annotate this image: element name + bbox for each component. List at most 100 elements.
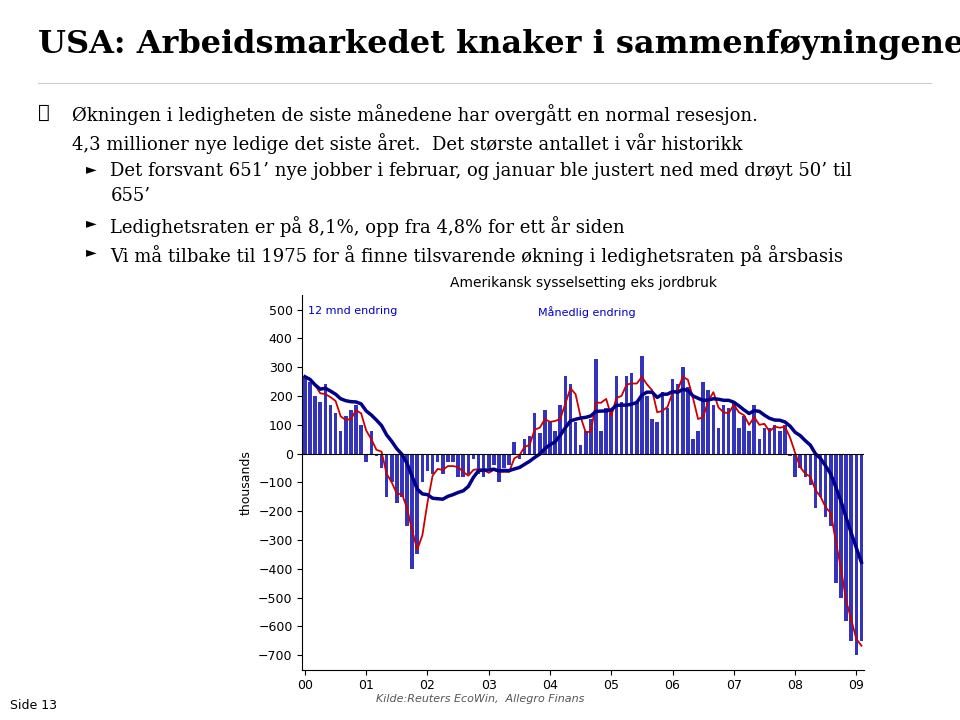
- Bar: [747, 431, 751, 454]
- Bar: [543, 410, 546, 454]
- Y-axis label: thousands: thousands: [240, 450, 252, 515]
- Bar: [425, 454, 429, 471]
- Bar: [610, 410, 613, 454]
- Text: Ledighetsraten er på 8,1%, opp fra 4,8% for ett år siden: Ledighetsraten er på 8,1%, opp fra 4,8% …: [110, 216, 625, 237]
- Bar: [845, 454, 848, 621]
- Bar: [533, 413, 537, 454]
- Bar: [451, 454, 455, 462]
- Bar: [753, 405, 756, 454]
- Bar: [804, 454, 807, 477]
- Text: 4,3 millioner nye ledige det siste året.  Det største antallet i vår historikk: 4,3 millioner nye ledige det siste året.…: [72, 133, 742, 154]
- Bar: [665, 408, 669, 454]
- Bar: [446, 454, 449, 462]
- Bar: [788, 454, 792, 456]
- Bar: [599, 431, 603, 454]
- Bar: [793, 454, 797, 477]
- Bar: [380, 454, 383, 468]
- Bar: [436, 454, 440, 462]
- Bar: [467, 454, 470, 474]
- Bar: [660, 392, 664, 454]
- Bar: [630, 373, 634, 454]
- Bar: [502, 454, 506, 468]
- Bar: [441, 454, 444, 474]
- Bar: [778, 431, 781, 454]
- Bar: [732, 402, 735, 454]
- Bar: [640, 356, 644, 454]
- Bar: [620, 402, 623, 454]
- Title: Amerikansk sysselsetting eks jordbruk: Amerikansk sysselsetting eks jordbruk: [449, 276, 717, 290]
- Bar: [471, 454, 475, 459]
- Text: Vi må tilbake til 1975 for å finne tilsvarende økning i ledighetsraten på årsbas: Vi må tilbake til 1975 for å finne tilsv…: [110, 245, 844, 266]
- Bar: [824, 454, 828, 517]
- Bar: [696, 431, 700, 454]
- Bar: [420, 454, 424, 482]
- Bar: [390, 454, 394, 482]
- Bar: [339, 431, 343, 454]
- Bar: [854, 454, 858, 655]
- Bar: [711, 405, 715, 454]
- Bar: [385, 454, 389, 497]
- Bar: [359, 425, 363, 454]
- Bar: [482, 454, 486, 477]
- Bar: [773, 425, 777, 454]
- Bar: [548, 422, 552, 454]
- Bar: [538, 433, 541, 454]
- Bar: [477, 454, 480, 474]
- Bar: [308, 382, 312, 454]
- Bar: [334, 413, 337, 454]
- Bar: [528, 436, 532, 454]
- Bar: [589, 419, 592, 454]
- Bar: [859, 454, 863, 641]
- Bar: [742, 416, 746, 454]
- Bar: [431, 454, 434, 474]
- Bar: [808, 454, 812, 485]
- Bar: [462, 454, 465, 477]
- Text: Det forsvant 651’ nye jobber i februar, og januar ble justert ned med drøyt 50’ : Det forsvant 651’ nye jobber i februar, …: [110, 162, 852, 180]
- Bar: [396, 454, 398, 503]
- Bar: [594, 359, 598, 454]
- Bar: [686, 387, 689, 454]
- Bar: [814, 454, 817, 508]
- Bar: [416, 454, 420, 554]
- Bar: [625, 376, 629, 454]
- Bar: [717, 428, 720, 454]
- Bar: [313, 396, 317, 454]
- Bar: [492, 454, 495, 465]
- Text: Side 13: Side 13: [10, 699, 57, 712]
- Bar: [656, 422, 659, 454]
- Bar: [829, 454, 832, 526]
- Bar: [702, 382, 705, 454]
- Bar: [768, 428, 771, 454]
- Bar: [513, 442, 516, 454]
- Bar: [354, 405, 358, 454]
- Bar: [839, 454, 843, 598]
- Bar: [400, 454, 404, 497]
- Text: 12 mnd endring: 12 mnd endring: [308, 307, 397, 316]
- Text: USA: Arbeidsmarkedet knaker i sammenføyningene: USA: Arbeidsmarkedet knaker i sammenføyn…: [38, 29, 960, 60]
- Bar: [559, 405, 562, 454]
- Bar: [568, 384, 572, 454]
- Text: ✓: ✓: [38, 104, 50, 122]
- Text: 655’: 655’: [110, 187, 151, 205]
- Bar: [487, 454, 491, 468]
- Bar: [522, 439, 526, 454]
- Bar: [497, 454, 501, 482]
- Bar: [850, 454, 853, 641]
- Bar: [681, 367, 684, 454]
- Bar: [799, 454, 802, 468]
- Bar: [328, 405, 332, 454]
- Bar: [762, 428, 766, 454]
- Bar: [605, 408, 608, 454]
- Bar: [579, 445, 583, 454]
- Text: ►: ►: [86, 245, 97, 258]
- Bar: [584, 431, 588, 454]
- Bar: [691, 439, 695, 454]
- Bar: [783, 425, 786, 454]
- Bar: [410, 454, 414, 569]
- Bar: [374, 454, 378, 456]
- Bar: [834, 454, 838, 583]
- Bar: [650, 419, 654, 454]
- Bar: [819, 454, 823, 497]
- Bar: [635, 402, 638, 454]
- Bar: [737, 428, 741, 454]
